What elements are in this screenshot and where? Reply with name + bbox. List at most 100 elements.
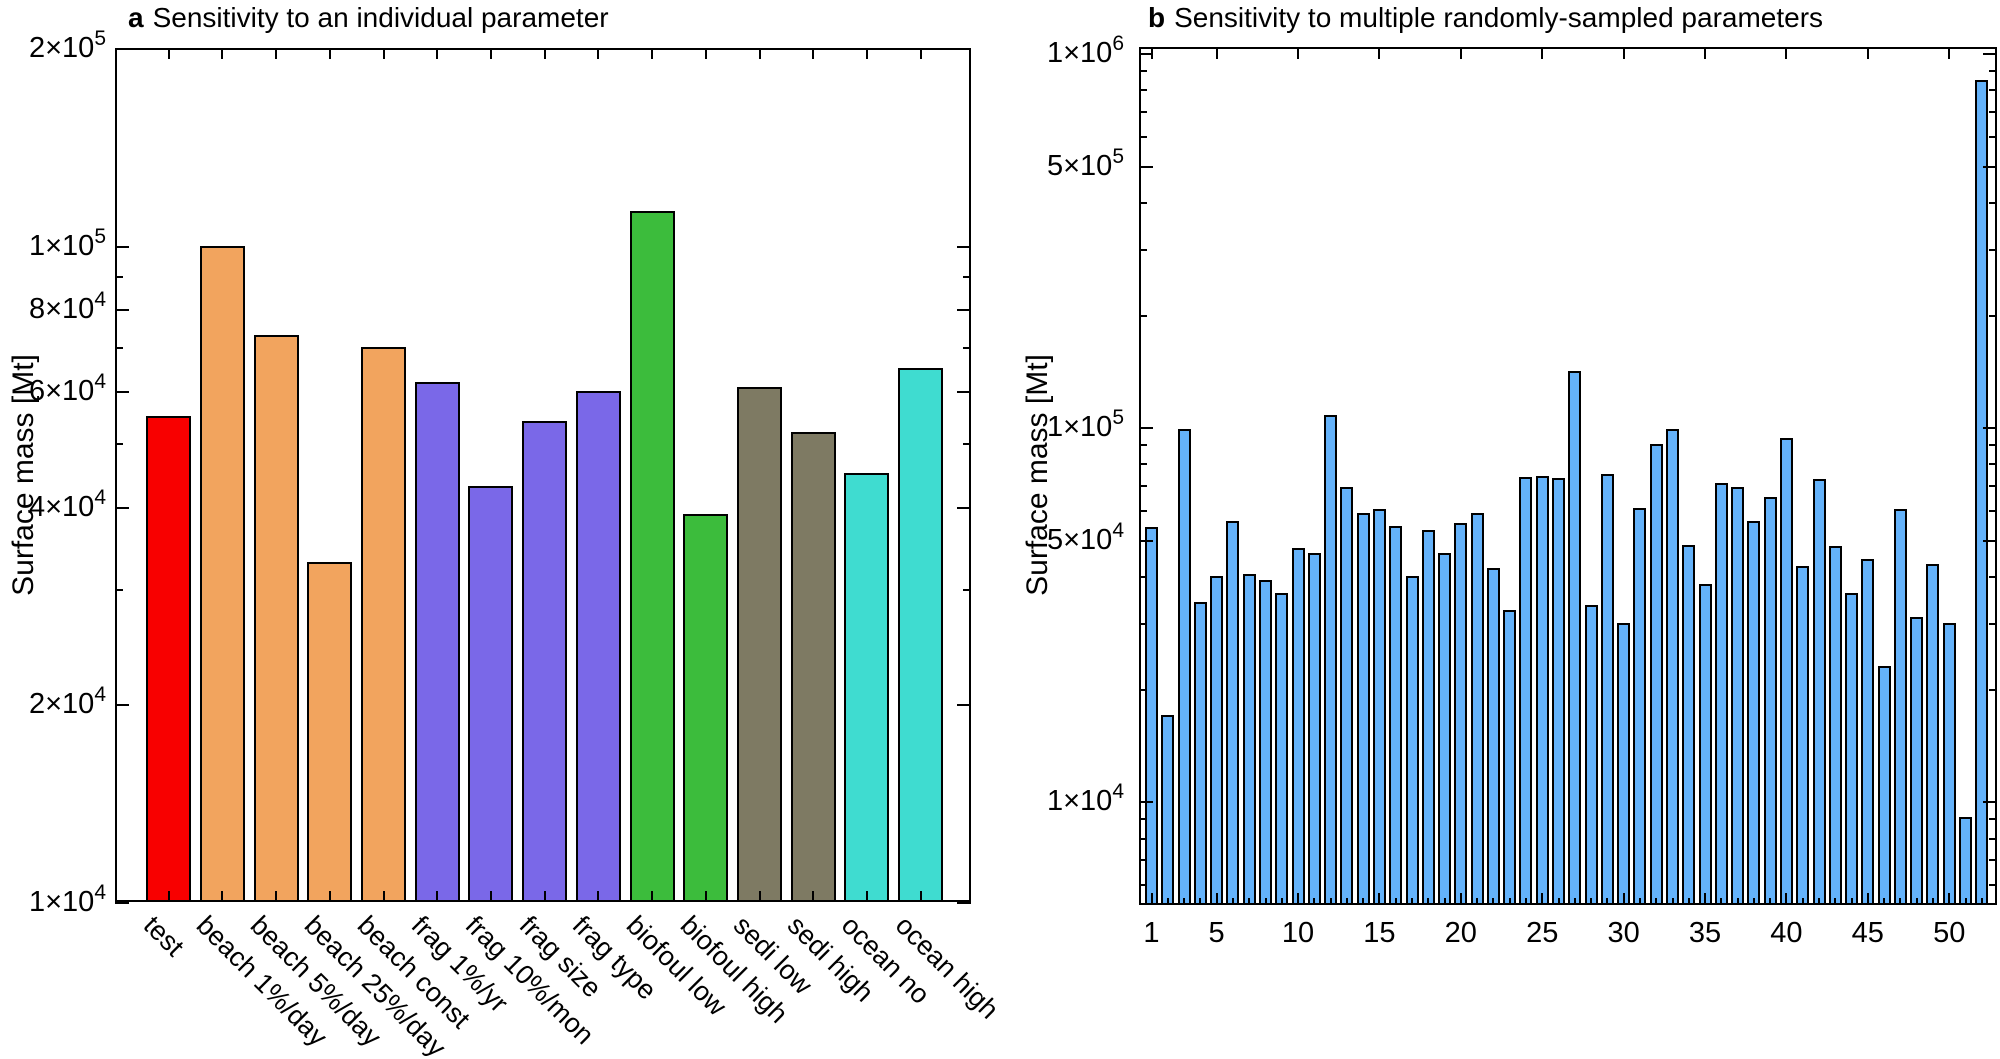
x-major-tick bbox=[1215, 893, 1218, 905]
x-major-tick bbox=[1785, 47, 1788, 59]
y-minor-tick bbox=[1139, 884, 1147, 887]
x-major-tick bbox=[1948, 893, 1951, 905]
x-tick bbox=[489, 891, 492, 902]
y-minor-tick bbox=[1989, 510, 1997, 513]
y-minor-tick bbox=[1139, 485, 1147, 488]
x-major-tick bbox=[1704, 47, 1706, 59]
y-minor-tick bbox=[1989, 837, 1997, 840]
y-tick-label: 6×104 bbox=[28, 370, 106, 408]
y-minor-tick bbox=[963, 588, 971, 591]
x-major-tick bbox=[1378, 893, 1381, 905]
y-tick-label: 5×104 bbox=[1046, 518, 1124, 556]
x-tick bbox=[167, 891, 170, 902]
panel-b-axis-frame bbox=[1139, 47, 1997, 905]
x-minor-tick bbox=[1248, 898, 1251, 905]
y-tick-label: 5×105 bbox=[1046, 144, 1124, 182]
x-major-tick bbox=[1622, 893, 1625, 905]
bar-frag-1-yr bbox=[414, 381, 460, 902]
x-minor-tick bbox=[1850, 898, 1853, 905]
y-minor-tick bbox=[963, 347, 971, 350]
x-tick bbox=[436, 891, 439, 902]
y-minor-tick bbox=[1139, 111, 1147, 113]
y-tick-label: 2×104 bbox=[28, 683, 106, 721]
y-major-tick bbox=[115, 902, 129, 904]
x-minor-tick bbox=[1345, 898, 1348, 905]
y-minor-tick bbox=[1139, 818, 1147, 821]
y-minor-tick bbox=[1139, 576, 1147, 578]
y-minor-tick bbox=[1989, 248, 1997, 251]
y-major-tick bbox=[957, 48, 971, 50]
x-tick-label: 45 bbox=[1851, 917, 1884, 949]
y-minor-tick bbox=[1989, 314, 1997, 317]
x-minor-tick bbox=[1834, 898, 1837, 905]
x-tick-label: 20 bbox=[1444, 917, 1477, 949]
x-tick-label: 50 bbox=[1933, 917, 1966, 949]
x-tick bbox=[704, 891, 707, 902]
x-minor-tick bbox=[1264, 898, 1267, 905]
y-tick-label: 1×104 bbox=[1046, 780, 1124, 818]
x-minor-tick bbox=[1769, 898, 1772, 905]
y-minor-tick bbox=[1139, 622, 1147, 625]
x-minor-tick bbox=[1964, 898, 1967, 905]
x-tick bbox=[812, 48, 815, 59]
x-tick bbox=[328, 891, 331, 902]
bar-beach-1-day bbox=[199, 245, 245, 902]
y-minor-tick bbox=[1139, 859, 1147, 862]
category-label: test bbox=[137, 910, 190, 962]
y-minor-tick bbox=[1989, 70, 1997, 73]
x-minor-tick bbox=[1411, 898, 1413, 905]
y-minor-tick bbox=[115, 588, 123, 591]
x-tick bbox=[651, 891, 653, 902]
bar-beach-25-day bbox=[307, 561, 353, 902]
x-minor-tick bbox=[1883, 898, 1886, 905]
x-tick bbox=[221, 48, 224, 59]
y-minor-tick bbox=[1989, 444, 1997, 447]
x-major-tick bbox=[1459, 47, 1462, 59]
y-minor-tick bbox=[1989, 485, 1997, 488]
x-minor-tick bbox=[1492, 898, 1495, 905]
x-minor-tick bbox=[1524, 898, 1527, 905]
y-major-tick bbox=[1983, 53, 1997, 56]
y-major-tick bbox=[1139, 53, 1153, 56]
x-minor-tick bbox=[1980, 898, 1983, 905]
x-minor-tick bbox=[1329, 898, 1332, 905]
y-minor-tick bbox=[115, 443, 123, 446]
x-minor-tick bbox=[1313, 898, 1316, 905]
panel-b-title-text: Sensitivity to multiple randomly-sampled… bbox=[1174, 2, 1824, 33]
y-minor-tick bbox=[1139, 248, 1147, 251]
y-tick-label: 8×104 bbox=[28, 288, 106, 326]
x-minor-tick bbox=[1638, 898, 1641, 905]
x-minor-tick bbox=[1394, 898, 1397, 905]
y-major-tick bbox=[1139, 539, 1153, 542]
x-major-tick bbox=[1541, 47, 1544, 59]
y-minor-tick bbox=[1139, 136, 1147, 139]
x-tick bbox=[543, 891, 546, 902]
x-major-tick bbox=[1378, 47, 1381, 59]
x-tick bbox=[436, 48, 439, 59]
x-tick bbox=[704, 48, 707, 59]
y-major-tick bbox=[1983, 801, 1997, 804]
x-tick-label: 15 bbox=[1363, 917, 1396, 949]
bar-beach-const bbox=[361, 347, 406, 902]
x-tick bbox=[919, 48, 922, 59]
x-major-tick bbox=[1297, 893, 1299, 905]
y-minor-tick bbox=[1989, 818, 1997, 821]
x-tick-label: 1 bbox=[1143, 917, 1160, 949]
x-tick-label: 30 bbox=[1607, 917, 1640, 949]
x-minor-tick bbox=[1166, 898, 1169, 905]
x-minor-tick bbox=[1476, 898, 1479, 905]
x-minor-tick bbox=[1655, 898, 1658, 905]
bar-biofoul-low bbox=[629, 210, 675, 902]
y-major-tick bbox=[115, 391, 129, 394]
x-major-tick bbox=[1150, 893, 1153, 905]
y-major-tick bbox=[1139, 801, 1153, 804]
x-major-tick bbox=[1215, 47, 1218, 59]
y-minor-tick bbox=[1989, 884, 1997, 887]
x-tick bbox=[651, 48, 653, 59]
x-tick bbox=[167, 48, 170, 59]
y-minor-tick bbox=[1139, 510, 1147, 513]
x-tick bbox=[758, 891, 761, 902]
x-minor-tick bbox=[1801, 898, 1804, 905]
y-minor-tick bbox=[1139, 837, 1147, 840]
